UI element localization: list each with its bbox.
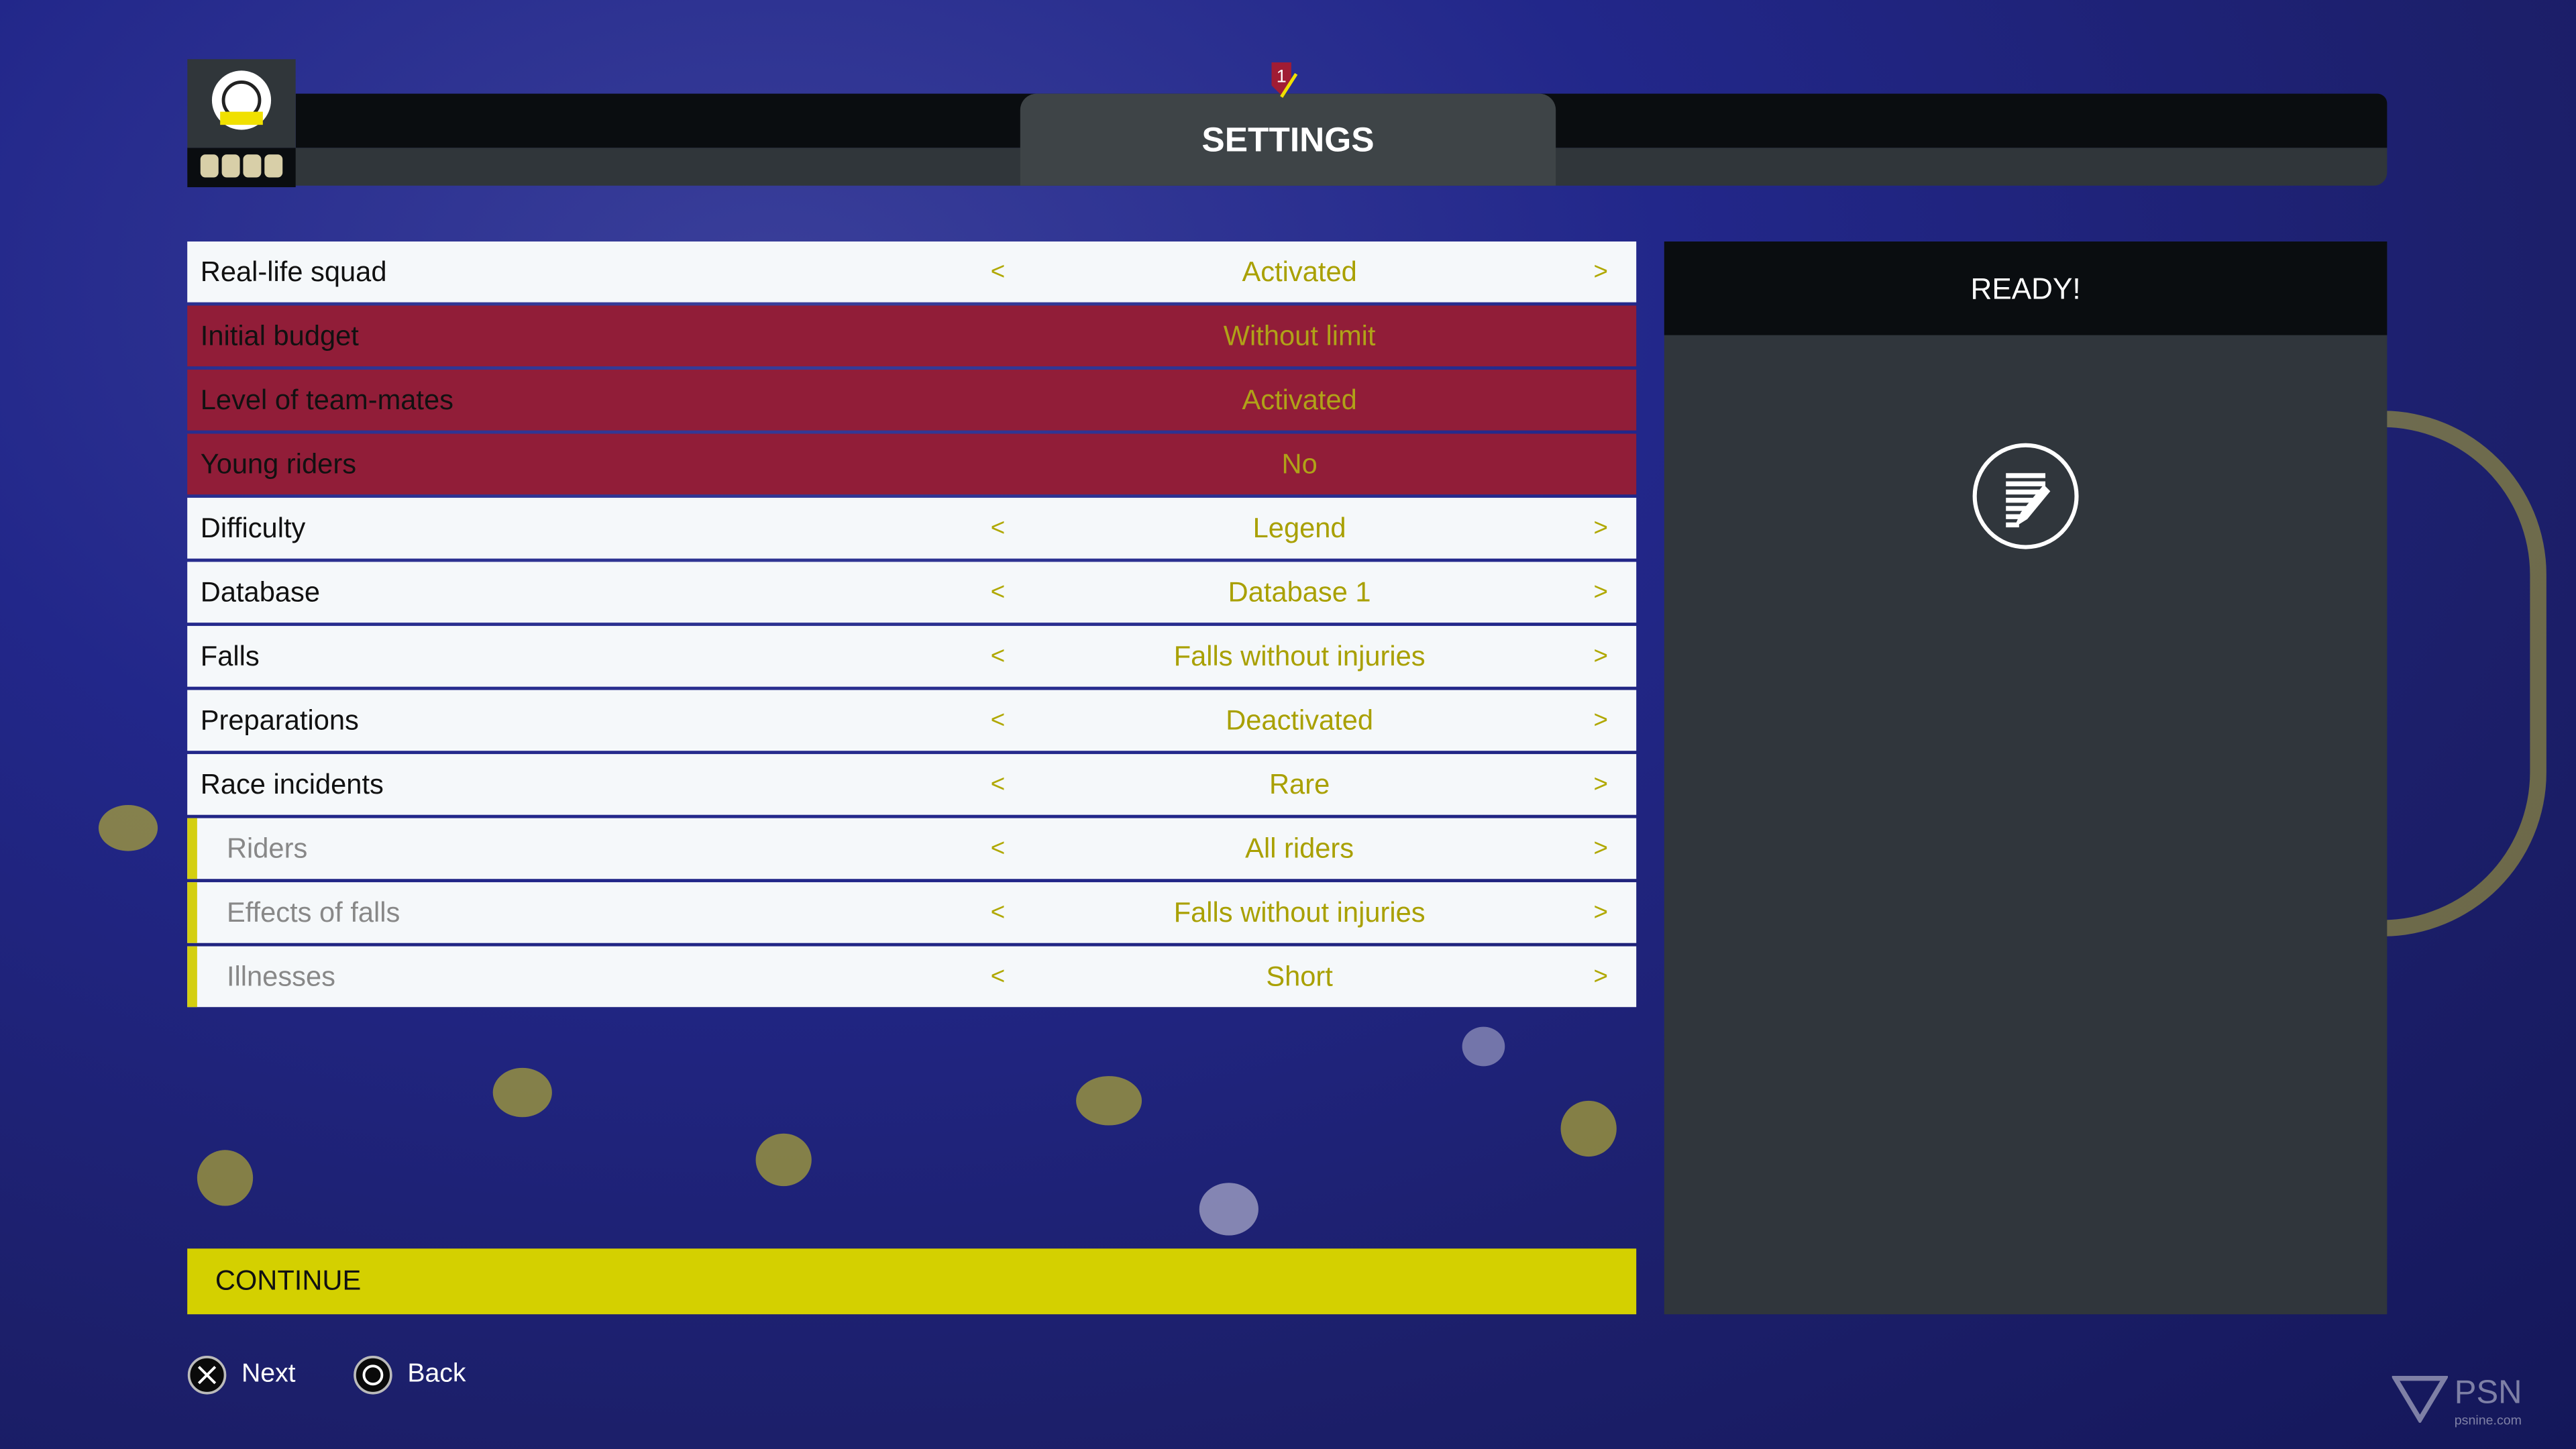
setting-label: Database (200, 576, 321, 608)
circle-button-icon (354, 1356, 392, 1395)
setting-label: Preparations (200, 704, 359, 737)
setting-label: Illnesses (226, 961, 335, 993)
step-badge-icon: 1 (1271, 62, 1298, 98)
notes-edit-icon[interactable] (1972, 442, 2080, 551)
settings-list: Real-life squad < Activated > Initial budget… (187, 241, 1637, 1010)
setting-value: Deactivated (1226, 704, 1374, 737)
arrow-right-icon[interactable]: > (1593, 963, 1608, 991)
setting-row: Initial budget Without limit (187, 305, 1637, 367)
arrow-right-icon[interactable]: > (1593, 258, 1608, 286)
setting-label: Initial budget (200, 320, 359, 352)
setting-row[interactable]: Falls < Falls without injuries > (187, 626, 1637, 687)
arrow-right-icon[interactable]: > (1593, 578, 1608, 606)
team-logo-icon (187, 59, 296, 188)
arrow-left-icon[interactable]: < (990, 963, 1006, 991)
bokeh (1199, 1183, 1258, 1236)
watermark-text: PSN (2454, 1375, 2522, 1411)
light-trail (2382, 411, 2546, 936)
arrow-right-icon[interactable]: > (1593, 642, 1608, 671)
setting-label: Level of team-mates (200, 384, 453, 416)
arrow-right-icon[interactable]: > (1593, 770, 1608, 799)
setting-value: No (1281, 448, 1318, 480)
bokeh (1462, 1026, 1505, 1067)
setting-row[interactable]: Preparations < Deactivated > (187, 690, 1637, 751)
watermark-sub: psnine.com (2454, 1413, 2522, 1428)
arrow-left-icon[interactable]: < (990, 898, 1006, 927)
bokeh (197, 1150, 254, 1206)
bokeh (755, 1133, 812, 1187)
arrow-left-icon[interactable]: < (990, 835, 1006, 863)
setting-row[interactable]: Riders < All riders > (187, 818, 1637, 879)
setting-row: Young riders No (187, 433, 1637, 495)
arrow-left-icon[interactable]: < (990, 770, 1006, 799)
arrow-left-icon[interactable]: < (990, 578, 1006, 606)
next-hint[interactable]: Next (187, 1354, 296, 1397)
setting-value: Short (1266, 961, 1333, 993)
continue-label: CONTINUE (215, 1265, 362, 1297)
setting-value: Activated (1242, 256, 1357, 288)
cross-button-icon (187, 1356, 227, 1395)
back-hint[interactable]: Back (354, 1354, 466, 1397)
watermark: PSN psnine.com (2392, 1373, 2522, 1429)
arrow-left-icon[interactable]: < (990, 706, 1006, 735)
bokeh (1560, 1100, 1617, 1157)
setting-row[interactable]: Real-life squad < Activated > (187, 241, 1637, 303)
setting-row: Level of team-mates Activated (187, 370, 1637, 431)
arrow-left-icon[interactable]: < (990, 514, 1006, 543)
bokeh (492, 1067, 552, 1118)
setting-label: Riders (226, 833, 308, 865)
sub-option-marker (187, 946, 197, 1008)
setting-value: Database 1 (1228, 576, 1371, 608)
bokeh (98, 805, 158, 851)
setting-value: Falls without injuries (1173, 641, 1426, 672)
setting-value: Rare (1269, 769, 1330, 800)
setting-row[interactable]: Database < Database 1 > (187, 561, 1637, 623)
arrow-right-icon[interactable]: > (1593, 835, 1608, 863)
arrow-right-icon[interactable]: > (1593, 898, 1608, 927)
step-number: 1 (1277, 66, 1287, 86)
arrow-left-icon[interactable]: < (990, 258, 1006, 286)
watermark-logo-icon (2392, 1376, 2448, 1423)
setting-value: Falls without injuries (1173, 897, 1426, 928)
bokeh (1076, 1076, 1142, 1126)
arrow-right-icon[interactable]: > (1593, 514, 1608, 543)
setting-row[interactable]: Difficulty < Legend > (187, 498, 1637, 559)
sub-option-marker (187, 818, 197, 879)
setting-label: Falls (200, 641, 260, 672)
setting-label: Difficulty (200, 513, 306, 544)
back-label: Back (407, 1360, 466, 1389)
next-label: Next (241, 1360, 296, 1389)
page-title: SETTINGS (1201, 121, 1375, 160)
ready-title: READY! (1664, 241, 2387, 335)
arrow-right-icon[interactable]: > (1593, 706, 1608, 735)
arrow-left-icon[interactable]: < (990, 642, 1006, 671)
setting-value: Legend (1252, 513, 1346, 544)
setting-value: All riders (1245, 833, 1354, 865)
setting-label: Race incidents (200, 769, 384, 800)
setting-value: Activated (1242, 384, 1357, 416)
tab-settings[interactable]: SETTINGS (1020, 93, 1556, 186)
sub-option-marker (187, 882, 197, 943)
setting-label: Effects of falls (226, 897, 400, 928)
continue-button[interactable]: CONTINUE (187, 1248, 1637, 1315)
ready-panel: READY! (1664, 241, 2387, 1315)
setting-row[interactable]: Effects of falls < Falls without injuries > (187, 882, 1637, 943)
setting-row[interactable]: Race incidents < Rare > (187, 754, 1637, 815)
setting-label: Young riders (200, 448, 357, 480)
setting-value: Without limit (1223, 320, 1376, 352)
setting-row[interactable]: Illnesses < Short > (187, 946, 1637, 1008)
setting-label: Real-life squad (200, 256, 387, 288)
